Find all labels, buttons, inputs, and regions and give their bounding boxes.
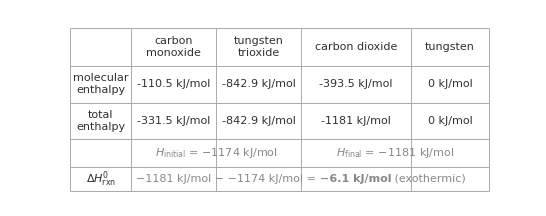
Text: -1181 kJ/mol: -1181 kJ/mol [321,116,391,126]
Text: 0 kJ/mol: 0 kJ/mol [428,116,472,126]
Text: molecular
enthalpy: molecular enthalpy [73,73,129,95]
Text: tungsten: tungsten [425,42,475,52]
Text: $H_{\mathrm{initial}}$ = −1174 kJ/mol: $H_{\mathrm{initial}}$ = −1174 kJ/mol [155,146,277,160]
Text: -842.9 kJ/mol: -842.9 kJ/mol [222,79,295,89]
Text: carbon
monoxide: carbon monoxide [146,36,201,57]
Text: (exothermic): (exothermic) [391,174,466,184]
Text: -842.9 kJ/mol: -842.9 kJ/mol [222,116,295,126]
Text: 0 kJ/mol: 0 kJ/mol [428,79,472,89]
Text: -331.5 kJ/mol: -331.5 kJ/mol [137,116,210,126]
Text: total
enthalpy: total enthalpy [76,110,126,132]
Text: tungsten
trioxide: tungsten trioxide [234,36,283,57]
Text: −6.1 kJ/mol: −6.1 kJ/mol [320,174,391,184]
Text: −1181 kJ/mol − −1174 kJ/mol =: −1181 kJ/mol − −1174 kJ/mol = [136,174,320,184]
Text: -110.5 kJ/mol: -110.5 kJ/mol [137,79,210,89]
Text: $\Delta H^0_{\mathrm{rxn}}$: $\Delta H^0_{\mathrm{rxn}}$ [86,169,116,189]
Text: carbon dioxide: carbon dioxide [314,42,397,52]
Text: $H_{\mathrm{final}}$ = −1181 kJ/mol: $H_{\mathrm{final}}$ = −1181 kJ/mol [336,146,454,160]
Text: -393.5 kJ/mol: -393.5 kJ/mol [319,79,393,89]
